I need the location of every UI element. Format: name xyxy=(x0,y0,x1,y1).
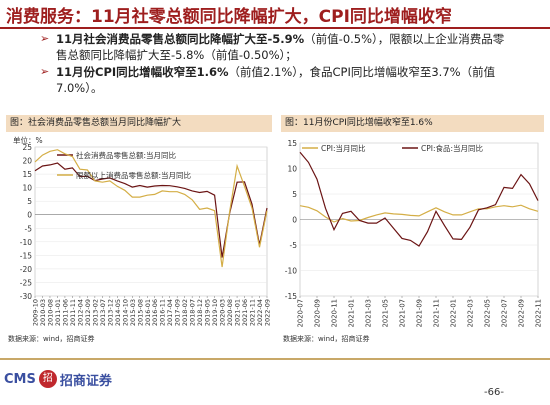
y-tick-label: -10 xyxy=(20,238,32,247)
x-tick-label: 2013-07 xyxy=(99,299,107,326)
x-tick-label: 2021-07 xyxy=(399,299,407,327)
bullet-item: ➢ 11月份CPI同比增幅收窄至1.6%（前值2.1%），食品CPI同比增幅收窄… xyxy=(40,64,510,96)
x-tick-label: 2013-02 xyxy=(91,299,99,326)
chart-right-source: 数据来源：wind，招商证券 xyxy=(283,335,370,343)
y-tick-label: 20 xyxy=(22,157,32,166)
arrow-bullet-icon: ➢ xyxy=(40,65,50,78)
chart-left-title: 图：社会消费品零售总额当月同比降幅扩大 xyxy=(6,115,272,132)
x-tick-label: 2022-01 xyxy=(450,299,458,327)
x-tick-label: 2022-09 xyxy=(264,299,272,326)
y-tick-label: -5 xyxy=(25,224,33,233)
bullet-list: ➢ 11月社会消费品零售总额同比降幅扩大至-5.9%（前值-0.5%），限额以上… xyxy=(40,31,510,97)
y-tick-label: 10 xyxy=(287,165,297,174)
y-tick-label: -15 xyxy=(285,292,297,301)
x-tick-label: 2013-12 xyxy=(106,299,114,326)
footer-rule xyxy=(0,358,550,360)
x-tick-label: 2016-01 xyxy=(144,299,152,326)
x-tick-label: 2011-11 xyxy=(69,299,77,326)
y-tick-label: 25 xyxy=(22,143,32,152)
x-tick-label: 2021-06 xyxy=(241,299,249,326)
plot-frame xyxy=(34,146,268,297)
bullet-text: （前值-0.5%），限额以上企业消费品零售总额同比降幅扩大至-5.8%（前值-0… xyxy=(56,32,505,62)
x-tick-label: 2021-09 xyxy=(416,299,424,327)
x-tick-label: 2019-05 xyxy=(204,299,212,326)
y-tick-label: 10 xyxy=(22,184,32,193)
y-tick-label: -10 xyxy=(285,267,297,276)
x-tick-label: 2022-04 xyxy=(256,299,264,326)
x-tick-label: 2020-07 xyxy=(297,299,305,327)
x-tick-label: 2020-03 xyxy=(219,299,227,326)
legend-label: 限额以上消费品零售总额:当月同比 xyxy=(76,170,192,180)
x-tick-label: 2012-09 xyxy=(84,299,92,326)
page-number: -66- xyxy=(484,387,504,398)
x-tick-label: 2021-11 xyxy=(433,299,441,327)
x-tick-label: 2010-03 xyxy=(39,299,47,326)
legend-label: CPI:食品:当月同比 xyxy=(421,143,484,153)
x-tick-label: 2012-04 xyxy=(76,299,84,326)
x-tick-label: 2020-09 xyxy=(314,299,322,327)
series-line xyxy=(34,149,268,268)
y-tick-label: -30 xyxy=(20,292,32,301)
x-tick-label: 2009-10 xyxy=(32,299,40,326)
page-title: 消费服务：11月社零总额同比降幅扩大，CPI同比增幅收窄 xyxy=(6,7,452,27)
x-tick-label: 2021-03 xyxy=(365,299,373,327)
x-tick-label: 2018-12 xyxy=(196,299,204,326)
y-tick-label: 15 xyxy=(287,139,297,148)
x-tick-label: 2016-06 xyxy=(151,299,159,326)
y-tick-label: 5 xyxy=(292,190,297,199)
legend-label: CPI:当月同比 xyxy=(321,143,366,153)
x-tick-label: 2021-01 xyxy=(348,299,356,327)
x-tick-label: 2022-03 xyxy=(467,299,475,327)
logo-text: CMS xyxy=(4,371,36,387)
x-tick-label: 2021-01 xyxy=(234,299,242,326)
title-rule xyxy=(0,27,550,29)
y-axis-label: 单位：% xyxy=(13,135,43,145)
x-tick-label: 2010-08 xyxy=(46,299,54,326)
x-tick-label: 2016-11 xyxy=(159,299,167,326)
x-tick-label: 2018-07 xyxy=(189,299,197,326)
chart-right-title: 图：11月份CPI同比增幅收窄至1.6% xyxy=(281,115,544,132)
bullet-item: ➢ 11月社会消费品零售总额同比降幅扩大至-5.9%（前值-0.5%），限额以上… xyxy=(40,31,510,63)
y-tick-label: -20 xyxy=(20,265,32,274)
logo-mark-icon: 招 xyxy=(38,370,57,388)
x-tick-label: 2011-01 xyxy=(54,299,62,326)
legend-label: 社会消费品零售总额:当月同比 xyxy=(76,150,177,160)
x-tick-label: 2019-10 xyxy=(211,299,219,326)
y-tick-label: -15 xyxy=(20,251,32,260)
x-tick-label: 2021-05 xyxy=(382,299,390,327)
company-logo: CMS 招 招商证券 xyxy=(4,366,112,392)
x-tick-label: 2021-11 xyxy=(249,299,257,326)
y-tick-label: 0 xyxy=(27,211,32,220)
bullet-highlight: 11月社会消费品零售总额同比降幅扩大至-5.9% xyxy=(56,32,305,46)
arrow-bullet-icon: ➢ xyxy=(40,32,50,45)
y-tick-label: 5 xyxy=(27,197,32,206)
y-tick-label: -5 xyxy=(290,241,298,250)
x-tick-label: 2014-05 xyxy=(114,299,122,326)
y-tick-label: 15 xyxy=(22,170,32,179)
x-tick-label: 2015-03 xyxy=(129,299,137,326)
x-tick-label: 2020-11 xyxy=(331,299,339,327)
x-tick-label: 2022-11 xyxy=(535,299,543,327)
bullet-highlight: 11月份CPI同比增幅收窄至1.6% xyxy=(56,65,229,79)
bullet-text: （前值2.1%），食品CPI同比增幅收窄至3.7%（前值7.0%）。 xyxy=(56,65,496,95)
x-tick-label: 2022-07 xyxy=(501,299,509,327)
x-tick-label: 2015-08 xyxy=(136,299,144,326)
logo-name: 招商证券 xyxy=(59,373,112,389)
x-tick-label: 2011-06 xyxy=(61,299,69,326)
x-tick-label: 2014-10 xyxy=(121,299,129,326)
series-line xyxy=(299,151,539,247)
x-tick-label: 2017-09 xyxy=(174,299,182,326)
x-tick-label: 2022-05 xyxy=(484,299,492,327)
y-tick-label: 0 xyxy=(292,216,297,225)
x-tick-label: 2018-02 xyxy=(181,299,189,326)
x-tick-label: 2022-09 xyxy=(518,299,526,327)
chart-left-source: 数据来源：wind，招商证券 xyxy=(8,335,95,343)
y-tick-label: -25 xyxy=(20,278,32,287)
x-tick-label: 2020-08 xyxy=(226,299,234,326)
x-tick-label: 2017-04 xyxy=(166,299,174,326)
